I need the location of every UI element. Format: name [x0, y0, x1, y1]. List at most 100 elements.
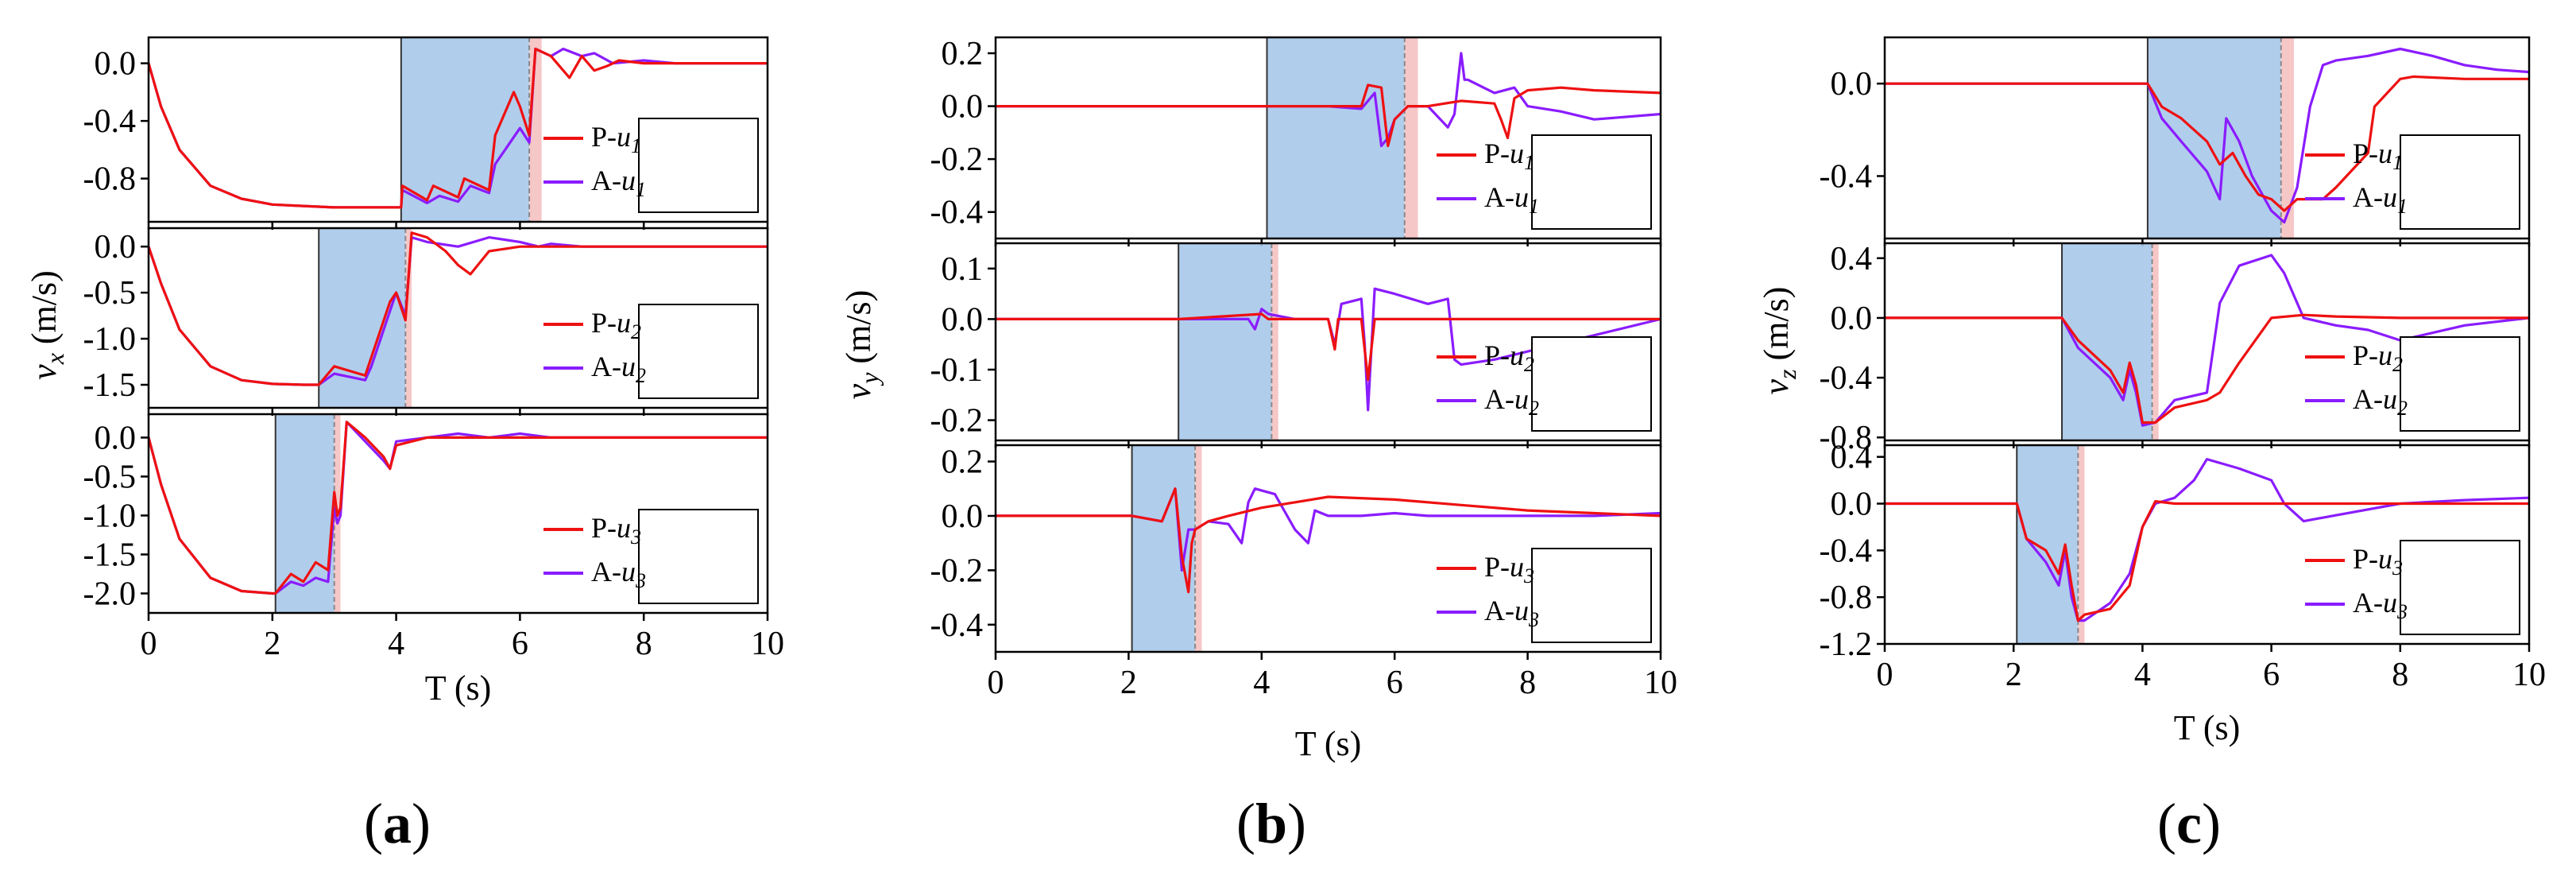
y-tick-label: -0.2 [930, 552, 984, 589]
legend-label-A: A-u2 [591, 351, 646, 387]
legend-box [1531, 548, 1652, 643]
subplot-frame [1883, 444, 2531, 646]
subplot-frame [1883, 242, 2531, 442]
series-line-P-u2 [149, 231, 768, 386]
y-tick-label: 0.0 [942, 498, 984, 535]
y-tick-label: -1.5 [83, 367, 137, 404]
legend-label-P: P-u2 [591, 307, 641, 343]
x-tick-label: 4 [388, 626, 404, 662]
subplot-1: 0.2 0.0 -0.2 -0.4 P-u1 A-u1 [930, 36, 1662, 246]
y-tick-label: -0.5 [83, 459, 137, 495]
pink-region [405, 228, 412, 408]
series-line-P-u2 [1885, 313, 2529, 425]
series-line-P-u1 [149, 47, 768, 209]
legend: P-u1 A-u1 [543, 118, 759, 213]
subplot-frame [994, 242, 1662, 442]
legend-box [2400, 336, 2520, 432]
y-tick-label: -1.0 [83, 321, 137, 358]
chart-panel-c: 0.0-0.4P-u1A-u10.40.0-0.4-0.8P-u2A-u20.4… [1757, 36, 2546, 855]
pink-region [2152, 243, 2159, 440]
legend-label-P: P-u1 [1484, 138, 1534, 174]
x-axis-title: T (s) [1295, 724, 1362, 763]
series-line-A-u1 [1885, 47, 2529, 224]
series-line-P-u3 [996, 487, 1661, 594]
series-line-P-u3 [1885, 499, 2529, 622]
chart-panel-a: 0.0-0.4-0.8P-u1A-u10.0-0.5-1.0-1.5P-u2A-… [25, 36, 784, 855]
legend: P-u1 A-u1 [2305, 134, 2520, 230]
x-tick-label: 6 [512, 626, 528, 662]
y-tick-label: 0.0 [1831, 66, 1873, 103]
y-axis-title: vz (m/s) [1757, 287, 1801, 395]
y-tick-label: -0.4 [1820, 158, 1873, 195]
y-tick-label: -0.5 [83, 275, 137, 312]
chart-panel-b: 0.2 0.0 -0.2 -0.4 P-u1 A-u1 0.1 0.0 -0.1 -0.2 P-u2… [839, 36, 1677, 855]
legend-label-P: P-u3 [591, 512, 641, 549]
pink-region [2078, 445, 2085, 644]
y-axis-title: vx (m/s) [25, 270, 69, 380]
shaded-region [2147, 37, 2281, 238]
x-tick-label: 4 [2134, 657, 2151, 693]
panel-label: (a) [364, 792, 431, 855]
legend: P-u2 A-u2 [1437, 336, 1652, 432]
legend: P-u3 A-u3 [543, 509, 759, 604]
legend: P-u3 A-u3 [2305, 540, 2520, 635]
series-line-P-u1 [1885, 75, 2529, 212]
legend-label-P: P-u2 [2353, 339, 2403, 376]
y-tick-label: 0.0 [1831, 300, 1873, 337]
x-tick-label: 4 [1253, 665, 1270, 701]
series-line-P-u1 [996, 83, 1661, 148]
legend-label-A: A-u2 [2353, 383, 2408, 420]
y-tick-label: -0.1 [930, 352, 984, 389]
legend-box [638, 118, 759, 213]
subplot-3: 0.2 0.0 -0.2 -0.4 P-u3 A-u3 [930, 444, 1662, 660]
legend-label-A: A-u2 [1484, 383, 1539, 420]
legend-box [2400, 540, 2520, 635]
legend-box [2400, 134, 2520, 230]
shaded-region [1178, 243, 1272, 440]
legend-label-P: P-u3 [2353, 543, 2403, 580]
legend-label-A: A-u1 [2353, 181, 2408, 218]
y-tick-label: -0.4 [1820, 533, 1873, 569]
y-tick-label: 0.0 [942, 89, 984, 126]
x-tick-label: 2 [1120, 665, 1137, 701]
x-tick-label: 6 [2263, 657, 2280, 693]
y-tick-label: -1.2 [1820, 626, 1873, 663]
legend-label-P: P-u2 [1484, 339, 1534, 376]
shaded-region [319, 228, 406, 408]
x-tick-label: 8 [636, 626, 652, 662]
legend-box [1531, 336, 1652, 432]
y-tick-label: -0.8 [1820, 580, 1873, 616]
y-tick-label: 0.2 [942, 444, 984, 481]
x-tick-label: 0 [1877, 657, 1893, 693]
series-line-A-u2 [1885, 254, 2529, 427]
pink-region [1404, 37, 1418, 238]
x-tick-label: 0 [988, 665, 1004, 701]
y-tick-label: -0.4 [83, 103, 137, 140]
x-tick-label: 6 [1387, 665, 1403, 701]
subplot-frame [147, 413, 769, 615]
x-tick-label: 10 [1644, 665, 1677, 701]
y-tick-label: -0.4 [930, 607, 984, 644]
legend-box [638, 509, 759, 604]
x-tick-label: 2 [2005, 657, 2022, 693]
legend-box [638, 304, 759, 399]
x-tick-label: 10 [2512, 657, 2546, 693]
legend-label-A: A-u1 [1484, 181, 1539, 218]
y-tick-label: -0.2 [930, 142, 984, 178]
legend: P-u1 A-u1 [1437, 134, 1652, 230]
subplot-frame [1883, 36, 2531, 240]
panel-label: (b) [1236, 792, 1306, 855]
x-tick-label: 8 [1519, 665, 1536, 701]
shaded-region [2017, 445, 2079, 644]
legend-label-A: A-u3 [591, 556, 646, 592]
legend: P-u2 A-u2 [2305, 336, 2520, 432]
legend: P-u3 A-u3 [1437, 548, 1652, 643]
y-tick-label: 0.0 [95, 229, 137, 266]
y-tick-label: 0.0 [942, 301, 984, 338]
legend-label-P: P-u1 [2353, 138, 2403, 174]
subplot-3: 0.4 0.0 -0.4 -0.8 -1.2 P-u3 A-u3 [1820, 440, 2531, 663]
y-tick-label: 0.4 [1831, 241, 1873, 277]
y-tick-label: -0.8 [1820, 420, 1873, 456]
subplot-1: 0.0 -0.4 P-u1 A-u1 [1820, 36, 2531, 246]
